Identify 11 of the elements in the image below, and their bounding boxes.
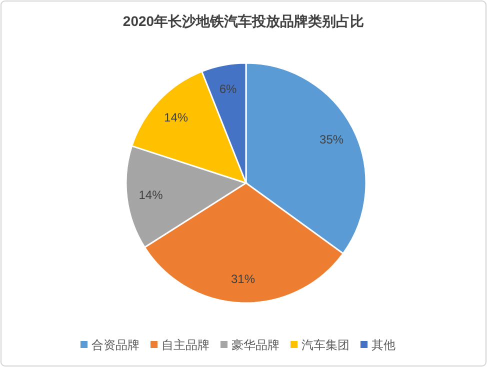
chart-title: 2020年长沙地铁汽车投放品牌类别占比 (122, 13, 364, 29)
data-label: 35% (320, 132, 344, 147)
legend-label: 其他 (372, 338, 396, 352)
data-label: 14% (138, 188, 164, 202)
legend-label: 合资品牌 (92, 338, 140, 352)
data-label: 31% (230, 272, 256, 286)
legend-label: 汽车集团 (302, 338, 350, 352)
data-label: 6% (219, 82, 238, 96)
data-label: 14% (164, 110, 188, 124)
legend-label: 自主品牌 (162, 338, 210, 352)
legend-label: 豪华品牌 (232, 338, 280, 352)
